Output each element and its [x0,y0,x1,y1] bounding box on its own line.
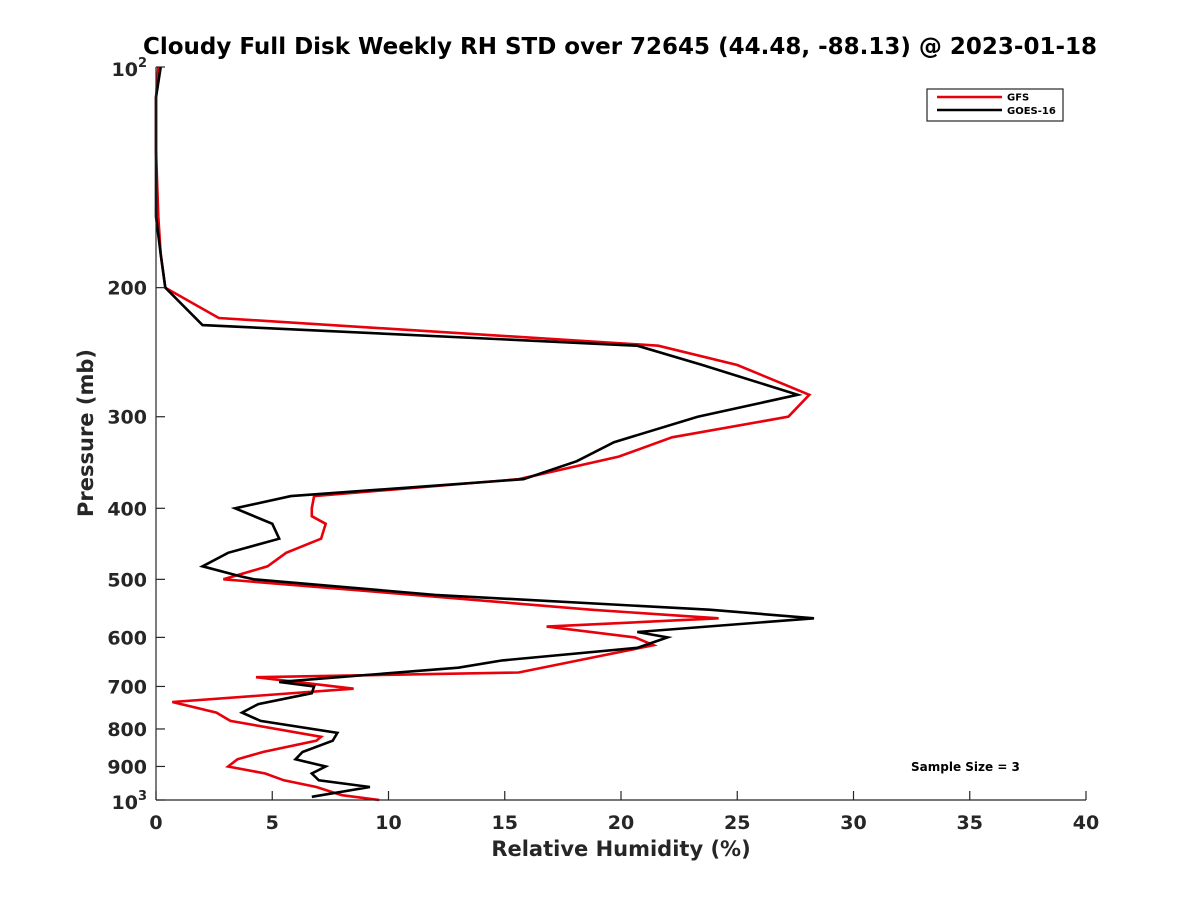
y-tick-label-200: 200 [107,278,147,300]
y-tick-label-900: 900 [107,756,147,778]
x-tick-label-5: 5 [266,812,279,834]
x-axis-label: Relative Humidity (%) [491,837,750,861]
y-tick-label-10-3: 103 [112,789,148,814]
x-tick-label-15: 15 [492,812,518,834]
y-tick-label-600: 600 [107,627,147,649]
series-line-goes-16 [154,66,815,799]
legend: GFS GOES-16 [926,88,1064,122]
chart-title: Cloudy Full Disk Weekly RH STD over 7264… [143,34,1097,60]
sample-size-annotation: Sample Size = 3 [911,760,1020,774]
y-axis-label: Pressure (mb) [74,349,98,517]
plot-area [156,67,1086,800]
x-tick-label-0: 0 [149,812,162,834]
legend-label-gfs: GFS [1007,93,1029,104]
x-tick-label-40: 40 [1073,812,1099,834]
legend-label-goes-16: GOES-16 [1007,106,1056,117]
x-tick-label-25: 25 [724,812,750,834]
x-axis-ticks: 0 5 10 15 20 25 30 35 40 [149,791,1099,834]
x-tick-label-30: 30 [840,812,866,834]
y-axis-ticks: 200 300 400 500 600 700 800 900 102 103 [107,56,165,814]
y-tick-label-10-2: 102 [112,56,148,81]
y-tick-label-500: 500 [107,569,147,591]
axes-background [156,67,1086,800]
x-tick-label-35: 35 [957,812,983,834]
x-tick-label-20: 20 [608,812,634,834]
y-tick-label-700: 700 [107,676,147,698]
legend-box [926,88,1064,122]
x-tick-label-10: 10 [375,812,401,834]
y-tick-label-400: 400 [107,498,147,520]
series-line-gfs [154,66,812,802]
series-layer [154,66,815,802]
y-tick-label-300: 300 [107,407,147,429]
y-tick-label-800: 800 [107,719,147,741]
